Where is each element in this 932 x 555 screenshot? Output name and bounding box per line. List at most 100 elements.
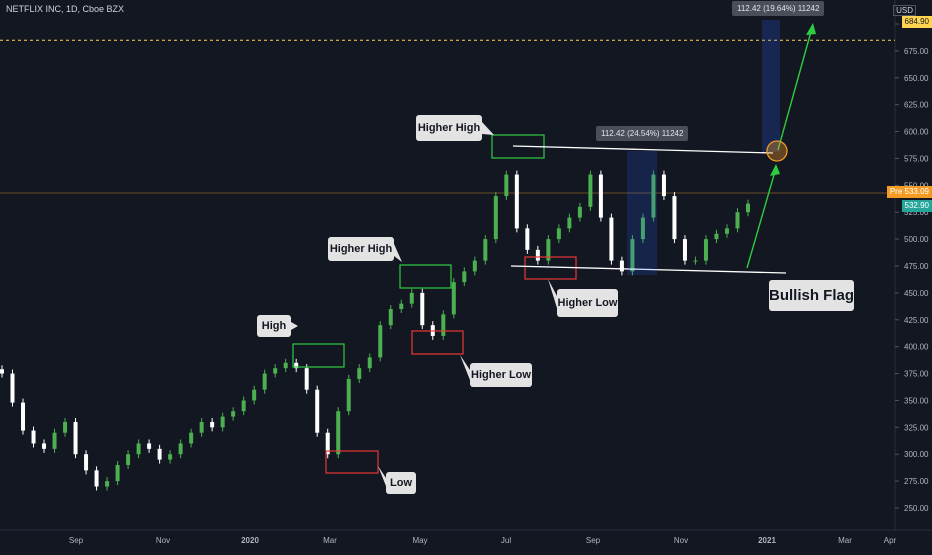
candle-body bbox=[52, 432, 57, 449]
high-box[interactable] bbox=[292, 343, 345, 368]
price-tick-label: 475.00 bbox=[904, 262, 929, 271]
candle-body bbox=[514, 174, 519, 229]
candle-body bbox=[462, 271, 467, 283]
callout-higher-high-1[interactable]: Higher High bbox=[328, 237, 394, 261]
candle-body bbox=[546, 239, 551, 261]
higher-high-2-pointer bbox=[482, 122, 494, 135]
low-box[interactable] bbox=[325, 450, 379, 474]
callout-higher-high-2[interactable]: Higher High bbox=[416, 115, 482, 141]
callout-low[interactable]: Low bbox=[386, 472, 416, 494]
candle-body bbox=[283, 362, 288, 369]
measure-range-1[interactable] bbox=[627, 151, 657, 275]
candle-body bbox=[693, 260, 698, 262]
projection-line-1 bbox=[746, 167, 777, 269]
candle-body bbox=[147, 443, 152, 449]
callout-high[interactable]: High bbox=[257, 315, 291, 337]
candle-body bbox=[640, 217, 645, 240]
price-tick-label: 350.00 bbox=[904, 396, 929, 405]
candle-body bbox=[420, 292, 425, 326]
candle-body bbox=[493, 196, 498, 240]
price-tick-label: 525.00 bbox=[904, 208, 929, 217]
callout-bullish-flag[interactable]: Bullish Flag bbox=[769, 280, 854, 311]
price-tick-label: 675.00 bbox=[904, 47, 929, 56]
candle-body bbox=[504, 174, 509, 197]
higher-low-box-1[interactable] bbox=[411, 330, 464, 355]
candle-body bbox=[724, 228, 729, 234]
high-callout-pointer bbox=[291, 322, 298, 330]
candle-body bbox=[21, 402, 26, 431]
candle-body bbox=[346, 378, 351, 412]
candle-body bbox=[0, 369, 4, 374]
candle-body bbox=[105, 481, 110, 487]
candle-body bbox=[535, 249, 540, 261]
callout-higher-low-2[interactable]: Higher Low bbox=[557, 289, 618, 317]
price-tick-label: 625.00 bbox=[904, 101, 929, 110]
candle-body bbox=[168, 454, 173, 460]
price-tick-label: 550.00 bbox=[904, 181, 929, 190]
pre-market-prefix: Pre bbox=[889, 187, 903, 196]
time-tick-label: 2020 bbox=[241, 536, 259, 545]
candle-body bbox=[189, 432, 194, 444]
projection-arrowhead-1 bbox=[770, 164, 780, 176]
candle-body bbox=[157, 448, 162, 460]
candle-body bbox=[609, 217, 614, 261]
time-tick-label: Mar bbox=[838, 536, 852, 545]
candle-body bbox=[651, 174, 656, 218]
candle-body bbox=[619, 260, 624, 272]
candle-body bbox=[231, 411, 236, 417]
candle-body bbox=[661, 174, 666, 197]
time-tick-label: May bbox=[412, 536, 427, 545]
price-tick-label: 600.00 bbox=[904, 128, 929, 137]
candle-body bbox=[714, 233, 719, 240]
candle-body bbox=[126, 454, 131, 465]
candle-body bbox=[746, 203, 750, 213]
candle-body bbox=[672, 196, 677, 240]
measure-label-1: 112.42 (24.54%) 11242 bbox=[596, 126, 689, 141]
candle-body bbox=[598, 174, 603, 218]
flag-upper-trendline[interactable] bbox=[512, 145, 774, 154]
candle-body bbox=[556, 228, 561, 240]
price-tick-label: 400.00 bbox=[904, 343, 929, 352]
candle-body bbox=[483, 239, 488, 261]
candle-body bbox=[31, 430, 36, 444]
time-tick-label: 2021 bbox=[758, 536, 776, 545]
candle-body bbox=[42, 443, 47, 449]
price-tick-label: 275.00 bbox=[904, 477, 929, 486]
price-axis[interactable] bbox=[895, 0, 932, 530]
time-tick-label: Nov bbox=[156, 536, 170, 545]
callout-higher-low-1[interactable]: Higher Low bbox=[470, 363, 532, 387]
candle-body bbox=[210, 421, 215, 428]
flag-lower-trendline[interactable] bbox=[510, 265, 787, 274]
candle-body bbox=[567, 217, 572, 229]
candle-body bbox=[703, 239, 708, 261]
candle-body bbox=[252, 389, 257, 401]
candle-body bbox=[357, 368, 362, 379]
candle-body bbox=[262, 373, 267, 390]
last-price-badge: 532.90 bbox=[901, 200, 932, 212]
time-tick-label: Jul bbox=[501, 536, 511, 545]
projection-arrowhead-2 bbox=[806, 23, 816, 35]
candle-body bbox=[94, 470, 99, 487]
higher-low-2-pointer bbox=[548, 279, 557, 308]
candle-body bbox=[63, 421, 68, 433]
price-tick-label: 450.00 bbox=[904, 289, 929, 298]
candle-body bbox=[325, 432, 330, 455]
pre-market-badge: Pre 533.09 bbox=[886, 186, 932, 198]
price-tick-label: 425.00 bbox=[904, 316, 929, 325]
measure-range-2[interactable] bbox=[762, 20, 780, 152]
candle-body bbox=[630, 239, 635, 272]
price-tick-label: 575.00 bbox=[904, 154, 929, 163]
candle-body bbox=[409, 292, 414, 304]
higher-high-box-1[interactable] bbox=[399, 264, 452, 289]
currency-label[interactable]: USD bbox=[893, 5, 916, 16]
candle-body bbox=[178, 443, 183, 455]
candle-body bbox=[10, 373, 15, 403]
breakout-circle[interactable] bbox=[766, 140, 788, 162]
candle-body bbox=[220, 416, 225, 428]
candle-body bbox=[441, 314, 446, 336]
candle-body bbox=[577, 206, 582, 218]
candle-body bbox=[315, 389, 320, 433]
higher-low-1-pointer bbox=[460, 355, 470, 380]
